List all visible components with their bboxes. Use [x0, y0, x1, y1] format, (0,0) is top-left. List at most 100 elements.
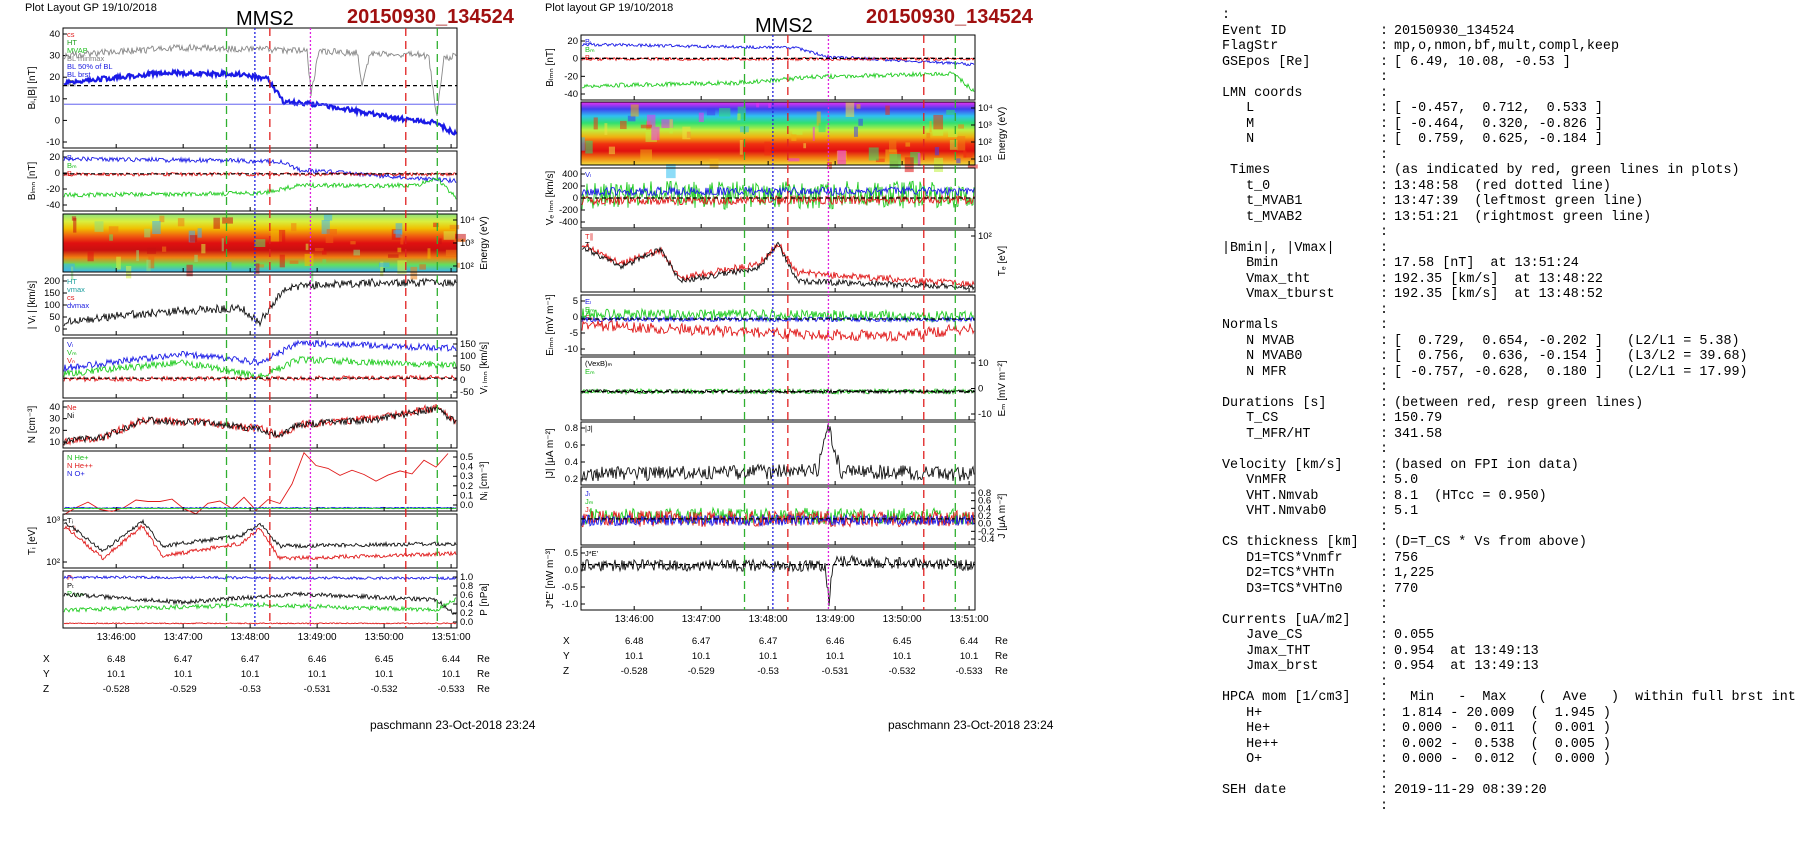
- spectrogram-patch: [845, 102, 855, 117]
- summary-label: He+: [1222, 721, 1271, 736]
- summary-row: He++: 0.002 - 0.538 ( 0.005 ): [1222, 737, 1802, 753]
- summary-row: :: [1222, 442, 1802, 458]
- summary-row: N MVAB: [ 0.729, 0.654, -0.202 ] (L2/L1 =…: [1222, 334, 1802, 350]
- summary-value: 8.1 (HTcc = 0.950): [1394, 488, 1547, 504]
- data-line: [581, 243, 975, 288]
- summary-row: O+: 0.000 - 0.012 ( 0.000 ): [1222, 752, 1802, 768]
- time-tick-label: 13:49:00: [816, 614, 855, 625]
- spectrogram-patch: [443, 231, 456, 240]
- data-line: [63, 156, 457, 184]
- spectrogram-patch: [73, 217, 77, 233]
- data-line: [581, 42, 975, 67]
- spectrogram-patch: [856, 104, 861, 109]
- y-tick-label: 150: [460, 339, 476, 350]
- summary-row: :: [1222, 799, 1802, 815]
- summary-label: Durations [s]: [1222, 395, 1327, 411]
- spectrogram-patch: [378, 262, 390, 267]
- position-value: 6.47: [174, 654, 193, 665]
- y-tick-label: 30: [49, 51, 60, 62]
- summary-row: L: [ -0.457, 0.712, 0.533 ]: [1222, 101, 1802, 117]
- summary-label: H+: [1222, 705, 1263, 721]
- y-tick-label: 0.0: [565, 565, 578, 576]
- summary-row: VHT.Nmvab0:5.1: [1222, 504, 1802, 520]
- summary-colon: :: [1380, 767, 1389, 783]
- position-value: -0.53: [239, 684, 261, 695]
- spectrogram-patch: [792, 130, 803, 135]
- data-line: [63, 68, 458, 136]
- summary-label: VnMFR: [1222, 473, 1287, 488]
- spectrogram-patch: [326, 229, 337, 235]
- data-line: [581, 70, 975, 93]
- y-axis-label: J*E' [nW m⁻³]: [545, 548, 556, 609]
- plot-panel: 10⁴ 10³ 10² Energy (eV): [62, 213, 490, 282]
- panel-frame: [580, 294, 976, 356]
- spectrogram-patch: [739, 139, 743, 155]
- spectrogram-patch: [791, 134, 797, 141]
- summary-row: :: [1222, 520, 1802, 536]
- spectrogram-patch: [932, 130, 944, 136]
- data-line: [581, 193, 975, 207]
- summary-value: mp,o,nmon,bf,mult,compl,keep: [1394, 39, 1619, 54]
- summary-row: HPCA mom [1/cm3]: Min - Max ( Ave ) with…: [1222, 690, 1802, 706]
- summary-value: 0.002 - 0.538 ( 0.005 ): [1394, 736, 1611, 752]
- time-tick-label: 13:51:00: [950, 614, 989, 625]
- spectrogram-patch: [875, 158, 885, 163]
- spectrogram-patch: [108, 226, 119, 234]
- summary-colon: :: [1380, 178, 1389, 194]
- y-tick-label: 0.1: [460, 490, 473, 501]
- summary-value: 1.814 - 20.009 ( 1.945 ): [1394, 705, 1611, 721]
- data-line: [63, 374, 457, 383]
- spectrogram-patch: [640, 124, 652, 129]
- summary-row: :: [1222, 303, 1802, 319]
- summary-value: 0.000 - 0.012 ( 0.000 ): [1394, 752, 1611, 767]
- time-tick-label: 13:50:00: [883, 614, 922, 625]
- spectrogram-patch: [889, 138, 897, 153]
- y-tick-label: -40: [564, 89, 578, 100]
- y-tick-label: 0.6: [460, 590, 473, 601]
- spectrogram-patch: [812, 126, 815, 141]
- summary-colon: :: [1380, 380, 1389, 395]
- summary-value: 150.79: [1394, 411, 1443, 426]
- summary-label: M: [1222, 116, 1255, 132]
- summary-row: N MVAB0: [ 0.756, 0.636, -0.154 ] (L3/L2 …: [1222, 349, 1802, 365]
- summary-row: Normals:: [1222, 318, 1802, 334]
- event-summary-panel: : Event ID:20150930_134524 FlagStr: mp,o,nm…: [1222, 8, 1802, 814]
- spectrogram-patch: [948, 129, 958, 138]
- summary-label: N MVAB0: [1222, 349, 1303, 364]
- y-tick-label: 10²: [978, 231, 992, 242]
- summary-label: VHT.Nmvab0: [1222, 504, 1327, 519]
- spectrogram-patch: [222, 217, 233, 224]
- position-value: 10.1: [174, 669, 193, 680]
- spectrogram-patch: [439, 238, 442, 245]
- summary-row: GSEpos [Re]: [ 6.49, 10.08, -0.53 ]: [1222, 55, 1802, 71]
- spectrogram-patch: [322, 259, 327, 263]
- y-axis-label: Bₗₘₙ [nT]: [27, 162, 38, 201]
- legend-entry: J*E': [585, 549, 599, 558]
- y-tick-label: 20: [49, 72, 60, 83]
- time-tick-label: 13:50:00: [365, 632, 404, 643]
- legend-entry: Eₗ: [585, 297, 591, 306]
- time-tick-label: 13:46:00: [97, 632, 136, 643]
- spectrogram-patch: [910, 152, 920, 164]
- y-tick-label: 10²: [460, 261, 474, 272]
- summary-label: Jmax_brst: [1222, 659, 1319, 674]
- summary-label: He++: [1222, 736, 1279, 752]
- summary-label: FlagStr: [1222, 39, 1279, 54]
- y-tick-label: -200: [559, 205, 578, 216]
- spectrogram-patch: [967, 164, 978, 169]
- summary-label: SEH date: [1222, 783, 1287, 798]
- spectrogram-patch: [397, 247, 402, 253]
- y-tick-label: 40: [49, 29, 60, 40]
- summary-colon: :: [1380, 256, 1389, 271]
- summary-label: Vmax_tht: [1222, 271, 1311, 287]
- summary-value: (D=T_CS * Vs from above): [1394, 535, 1587, 550]
- y-tick-label: 10: [49, 437, 60, 448]
- spectrogram-patch: [400, 235, 404, 245]
- legend-entry: Tᵢ: [67, 516, 73, 525]
- summary-label: Normals: [1222, 318, 1279, 333]
- summary-row: :: [1222, 768, 1802, 784]
- spectrogram-patch: [323, 214, 333, 221]
- position-row-label: X: [563, 636, 570, 647]
- y-tick-label: 0.8: [565, 423, 578, 434]
